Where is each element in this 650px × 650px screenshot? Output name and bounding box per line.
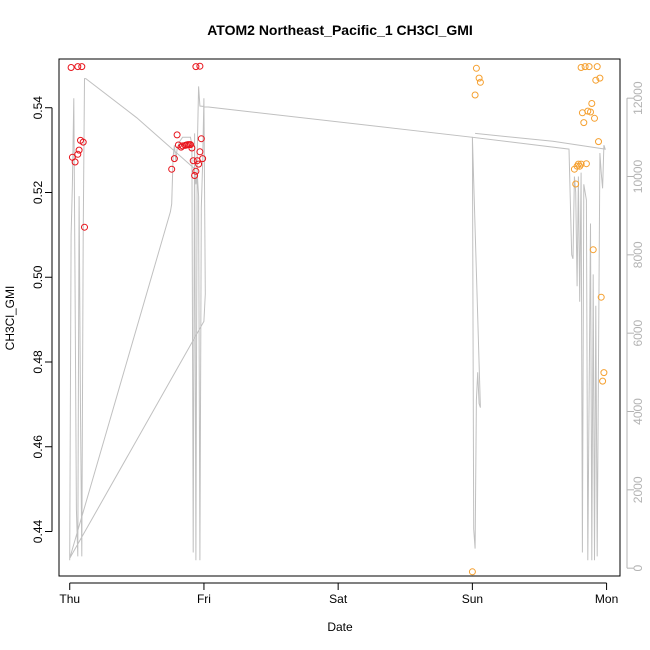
data-point-orange-26 — [600, 369, 608, 377]
data-point-orange-28 — [581, 63, 589, 71]
right-tick-label: 12000 — [631, 81, 645, 115]
data-point-red-20 — [187, 141, 194, 149]
data-point-orange-10 — [577, 160, 585, 168]
data-point-red-30 — [192, 63, 200, 71]
data-point-red-23 — [191, 172, 199, 179]
data-point-red-12 — [173, 131, 181, 139]
data-point-red-8 — [79, 138, 87, 146]
data-point-orange-0 — [468, 568, 476, 576]
chart-title: ATOM2 Northeast_Pacific_1 CH3Cl_GMI — [207, 22, 473, 38]
data-point-orange-17 — [588, 100, 596, 107]
data-point-red-0 — [67, 64, 75, 71]
right-y-axis: 0 2000 4000 6000 8000 10000 12000 — [626, 81, 645, 572]
data-point-orange-25 — [599, 377, 607, 385]
right-tick-label: 0 — [631, 565, 645, 572]
left-y-axis: 0.44 0.46 0.48 0.50 0.52 0.54 — [31, 96, 53, 544]
data-point-orange-18 — [589, 246, 597, 254]
x-tick-label: Sat — [329, 592, 348, 606]
data-point-orange-23 — [596, 74, 604, 82]
right-tick-label: 10000 — [631, 159, 645, 193]
data-point-orange-16 — [587, 108, 594, 116]
left-tick-label: 0.52 — [31, 180, 45, 204]
data-point-orange-20 — [592, 76, 600, 84]
data-point-red-11 — [170, 155, 178, 163]
data-points-layer — [67, 62, 608, 576]
altitude-line-layer — [69, 78, 606, 561]
data-point-red-29 — [199, 155, 207, 163]
data-point-orange-12 — [580, 119, 588, 127]
left-tick-label: 0.48 — [31, 350, 45, 374]
data-point-red-4 — [71, 158, 79, 166]
right-tick-label: 4000 — [631, 398, 645, 425]
data-point-orange-6 — [572, 180, 580, 188]
y-axis-label: CH3Cl_GMI — [3, 286, 17, 351]
data-point-red-5 — [74, 150, 82, 158]
left-tick-label: 0.44 — [31, 520, 45, 544]
data-point-red-22 — [189, 157, 197, 165]
plot-area — [58, 58, 621, 577]
right-tick-label: 8000 — [631, 241, 645, 268]
data-point-red-6 — [75, 146, 83, 154]
data-point-red-1 — [74, 63, 82, 71]
data-point-red-21 — [188, 144, 196, 152]
data-point-orange-2 — [472, 64, 480, 72]
left-tick-label: 0.46 — [31, 435, 45, 459]
data-point-red-10 — [168, 165, 176, 173]
x-tick-label: Thu — [59, 592, 80, 606]
x-tick-label: Mon — [595, 592, 618, 606]
altitude-line — [69, 78, 606, 561]
data-point-red-9 — [81, 223, 88, 231]
data-point-orange-22 — [595, 138, 602, 146]
data-point-orange-15 — [585, 63, 593, 71]
x-axis-label: Date — [327, 620, 353, 634]
data-point-orange-4 — [476, 78, 484, 86]
data-point-orange-13 — [582, 160, 590, 168]
data-point-red-24 — [192, 167, 200, 175]
right-tick-label: 2000 — [631, 476, 645, 503]
x-tick-label: Fri — [197, 592, 211, 606]
x-tick-label: Sun — [462, 592, 483, 606]
x-axis: Thu Fri Sat Sun Mon — [59, 582, 618, 606]
data-point-red-27 — [196, 148, 204, 156]
data-point-orange-24 — [597, 293, 605, 301]
data-point-red-2 — [78, 63, 86, 71]
data-point-red-28 — [197, 135, 205, 143]
left-tick-label: 0.54 — [31, 96, 45, 120]
left-tick-label: 0.50 — [31, 265, 45, 289]
data-point-orange-1 — [471, 91, 479, 99]
data-point-orange-19 — [591, 114, 598, 122]
right-tick-label: 6000 — [631, 319, 645, 346]
plot-frame — [58, 58, 621, 577]
data-point-orange-21 — [593, 63, 601, 71]
data-point-red-26 — [195, 160, 203, 168]
data-point-red-31 — [196, 62, 204, 70]
data-point-orange-27 — [577, 64, 585, 71]
data-point-orange-3 — [475, 74, 483, 82]
